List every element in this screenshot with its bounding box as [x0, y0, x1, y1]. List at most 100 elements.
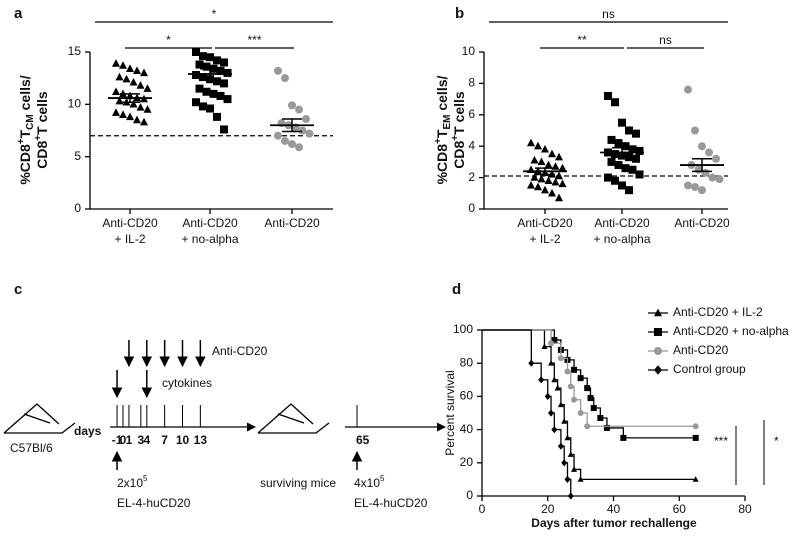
marker	[551, 426, 558, 434]
x-tick-label: + IL-2	[529, 232, 560, 246]
marker	[607, 157, 616, 166]
y-tick-label: 6	[468, 107, 475, 121]
marker	[632, 154, 640, 163]
marker	[220, 58, 228, 67]
marker	[584, 385, 591, 392]
label-part: +	[33, 135, 44, 141]
marker	[684, 181, 692, 190]
x-tick-label: Anti-CD20	[102, 216, 158, 230]
y-tick-label: 80	[460, 355, 474, 369]
day-label: -1	[112, 433, 123, 447]
marker	[119, 61, 127, 69]
marker	[288, 101, 296, 110]
significance-label: *	[212, 7, 217, 21]
marker	[621, 164, 630, 173]
y-tick-label: 10	[462, 44, 476, 58]
marker	[199, 102, 207, 111]
marker	[133, 66, 141, 75]
marker	[129, 99, 138, 108]
marker	[567, 492, 574, 500]
marker	[223, 95, 232, 104]
marker	[635, 146, 644, 155]
marker	[126, 112, 134, 121]
dose-base: 4x10	[354, 476, 380, 490]
marker	[281, 136, 289, 145]
marker	[213, 56, 221, 65]
marker	[295, 143, 303, 152]
marker	[112, 59, 120, 67]
y-tick-label: 0	[466, 488, 473, 502]
label-part: CM	[25, 114, 36, 130]
marker	[213, 112, 221, 121]
x-tick-label: + no-alpha	[181, 232, 238, 246]
marker	[654, 365, 662, 375]
marker	[712, 154, 720, 163]
marker	[561, 459, 568, 467]
error-bar	[282, 118, 302, 133]
marker	[557, 401, 564, 408]
x-tick-label: Anti-CD20	[264, 216, 320, 230]
x-tick-label: 0	[479, 502, 486, 516]
marker	[654, 328, 662, 336]
marker	[202, 87, 211, 96]
marker	[611, 98, 619, 107]
marker	[691, 183, 699, 192]
marker	[564, 368, 571, 375]
error-bar	[535, 167, 555, 176]
marker	[305, 129, 314, 138]
marker	[584, 423, 591, 430]
marker	[537, 174, 546, 183]
marker	[607, 135, 616, 144]
marker	[537, 157, 546, 166]
marker	[126, 64, 134, 72]
marker	[534, 182, 542, 191]
label-part: %CD8	[17, 144, 33, 185]
x-tick-label: Anti-CD20	[594, 216, 650, 230]
label-part: CD8	[34, 141, 50, 169]
marker	[558, 163, 567, 172]
marker	[555, 193, 563, 202]
marker	[192, 98, 200, 107]
marker	[614, 139, 623, 148]
error-bar	[200, 67, 220, 80]
marker	[112, 108, 120, 116]
dose-label: 4x105	[354, 474, 385, 490]
label-part: T	[434, 129, 450, 138]
marker	[590, 405, 597, 412]
y-tick-label: 0	[74, 201, 81, 215]
marker	[544, 176, 553, 184]
marker	[571, 396, 578, 403]
marker	[564, 434, 571, 441]
marker	[571, 366, 578, 373]
marker	[192, 48, 200, 56]
panel-label: b	[455, 5, 464, 22]
y-tick-label: 100	[453, 322, 473, 336]
marker	[119, 110, 127, 118]
mouse-icon	[257, 403, 330, 434]
marker	[684, 85, 692, 94]
significance-label: ***	[247, 33, 261, 47]
marker	[274, 66, 282, 75]
marker	[534, 141, 542, 150]
survival-line	[482, 329, 572, 496]
day-label: 3	[138, 433, 145, 447]
marker	[577, 375, 584, 382]
significance-label: **	[577, 33, 587, 47]
marker	[604, 91, 612, 100]
panel-label: d	[452, 281, 461, 298]
day-label: 10	[176, 433, 190, 447]
marker	[220, 125, 228, 134]
marker	[604, 173, 612, 182]
marker	[692, 476, 699, 482]
marker	[558, 179, 567, 188]
marker	[195, 84, 204, 93]
marker	[705, 148, 713, 157]
marker	[216, 91, 225, 100]
day-label: 1	[126, 433, 133, 447]
y-tick-label: 40	[460, 422, 474, 436]
legend-label: Anti-CD20	[673, 343, 729, 357]
strain-label: C57Bl/6	[10, 441, 53, 455]
error-bar	[612, 147, 632, 158]
marker	[274, 131, 282, 140]
marker	[567, 451, 574, 457]
